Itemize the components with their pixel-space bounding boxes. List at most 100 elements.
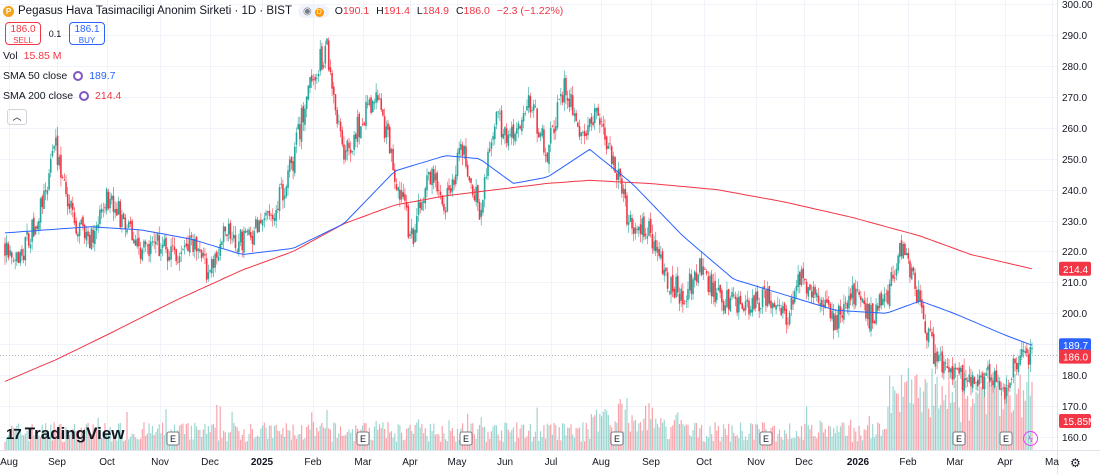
volume-indicator[interactable]: Vol 15.85 M (3, 47, 567, 65)
volume-bar (412, 433, 415, 450)
candle-body (460, 143, 462, 150)
gear-icon[interactable]: ⚙ (1070, 456, 1081, 470)
volume-bar (124, 439, 126, 450)
tradingview-logo[interactable]: 17 TradingView (6, 424, 125, 444)
candle-body (431, 168, 433, 186)
volume-bar (872, 424, 874, 450)
candle-body (1026, 348, 1028, 354)
volume-bar (114, 437, 116, 450)
symbol-title[interactable]: Pegasus Hava Tasimaciligi Anonim Sirketi… (18, 5, 292, 17)
candle-body (456, 152, 459, 176)
earnings-marker-label: E (463, 434, 469, 444)
candle-body (173, 246, 176, 251)
candle-body (449, 188, 452, 193)
volume-bar (639, 422, 642, 450)
volume-bar (997, 379, 999, 450)
volume-bar (345, 434, 347, 450)
candle-body (531, 110, 533, 112)
candle-body (753, 295, 755, 310)
volume-bar (606, 410, 608, 450)
candle-body (1031, 347, 1033, 350)
volume-bar (390, 431, 392, 450)
candle-body (385, 126, 388, 138)
candle-body (721, 290, 723, 303)
candle-body (244, 230, 247, 233)
volume-bar (641, 430, 643, 450)
candle-body (971, 374, 974, 389)
candle-body (195, 236, 198, 252)
candle-body (741, 303, 744, 309)
volume-bar (541, 437, 543, 450)
volume-bar (670, 426, 672, 450)
sma200-price-tag (1059, 261, 1091, 276)
candle-body (310, 75, 313, 82)
volume-bars (4, 358, 1033, 450)
volume-bar (489, 438, 491, 450)
volume-bar (285, 423, 287, 450)
volume-bar (136, 438, 138, 450)
time-tick-label: 2026 (847, 457, 870, 468)
lightning-icon[interactable]: ϟ (1023, 431, 1038, 446)
refresh-icon[interactable] (73, 71, 84, 81)
volume-bar (482, 427, 484, 450)
candle-body (492, 136, 494, 140)
chevron-up-icon[interactable]: ︿ (7, 109, 27, 125)
candle-body (944, 362, 947, 364)
candle-body (853, 283, 855, 305)
volume-bar (131, 433, 133, 450)
volume-bar (622, 431, 625, 450)
candle-body (892, 274, 894, 279)
candle-body (875, 304, 877, 324)
volume-bar (1000, 392, 1003, 450)
volume-bar (863, 429, 865, 450)
volume-bar (961, 374, 964, 450)
candle-body (92, 229, 94, 243)
volume-bar (165, 409, 167, 450)
volume-bar (72, 429, 74, 450)
price-axis[interactable]: 300.00 290.0 280.0 270.0 260.0 250.0 240.0 230.… (1062, 0, 1093, 444)
sell-button[interactable]: 186.0 SELL (5, 22, 41, 45)
candle-body (48, 173, 50, 190)
volume-bar (950, 402, 952, 450)
candle-body (104, 207, 106, 209)
candle-body (65, 181, 67, 195)
candle-body (571, 95, 574, 115)
volume-bar (290, 439, 293, 450)
candle-body (4, 243, 6, 256)
volume-bar (607, 415, 609, 450)
candle-body (16, 252, 18, 262)
candle-body (393, 169, 396, 182)
candle-body (521, 119, 523, 132)
candle-body (66, 194, 69, 207)
volume-bar (675, 414, 677, 450)
earnings-marker (166, 431, 180, 446)
candle-body (709, 275, 711, 293)
candle-body (136, 238, 138, 247)
volume-bar (182, 423, 184, 450)
time-axis[interactable]: Aug Sep Oct Nov Dec 2025 Feb Mar Apr May Jun Jul Aug… (0, 457, 1059, 468)
volume-bar (231, 411, 233, 450)
volume-bar (839, 426, 842, 450)
candle-body (302, 106, 305, 123)
volume-bar (162, 422, 164, 450)
sma50-indicator[interactable]: SMA 50 close 189.7 (3, 67, 567, 85)
volume-bar (328, 428, 330, 450)
volume-bar (53, 422, 55, 450)
buy-button[interactable]: 186.1 BUY (69, 22, 105, 45)
volume-bar (756, 424, 759, 450)
candle-body (1022, 350, 1025, 352)
volume-bar (11, 425, 13, 450)
candle-body (678, 293, 681, 304)
sma200-indicator[interactable]: SMA 200 close 214.4 (3, 87, 567, 105)
candle-body (309, 77, 311, 89)
candle-body (795, 285, 798, 291)
candle-body (975, 382, 977, 383)
refresh-icon[interactable] (79, 91, 90, 101)
candle-body (397, 187, 399, 191)
volume-bar (223, 430, 225, 450)
volume-bar (789, 423, 791, 450)
candle-body (963, 378, 966, 392)
time-tick-label: Aug (0, 457, 18, 468)
delayed-badge[interactable]: ◉ D (297, 4, 329, 18)
